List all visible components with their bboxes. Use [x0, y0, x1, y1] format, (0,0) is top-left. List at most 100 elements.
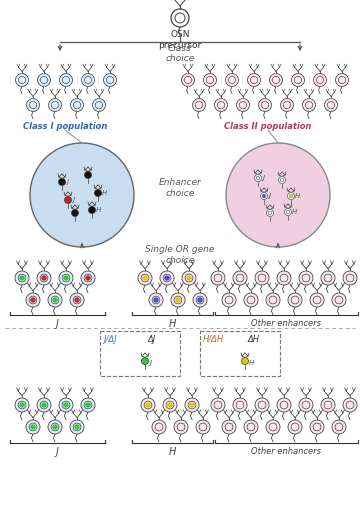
- Circle shape: [59, 271, 73, 285]
- Circle shape: [72, 210, 78, 216]
- Text: H: H: [292, 209, 297, 215]
- Circle shape: [49, 99, 62, 112]
- Text: J: J: [262, 175, 264, 181]
- Text: H: H: [168, 319, 176, 329]
- Circle shape: [332, 293, 346, 307]
- Text: Single OR gene
choice: Single OR gene choice: [145, 245, 215, 265]
- Circle shape: [63, 275, 69, 281]
- Circle shape: [104, 73, 117, 86]
- Circle shape: [279, 177, 285, 183]
- Circle shape: [242, 357, 248, 365]
- Circle shape: [26, 420, 40, 434]
- Circle shape: [310, 293, 324, 307]
- Circle shape: [85, 402, 91, 408]
- Circle shape: [248, 73, 261, 86]
- Text: J/ΔJ: J/ΔJ: [103, 335, 117, 344]
- Text: J: J: [55, 319, 58, 329]
- Circle shape: [152, 420, 166, 434]
- Text: Class I population: Class I population: [23, 122, 107, 131]
- Circle shape: [59, 73, 72, 86]
- Text: ΔJ: ΔJ: [148, 335, 156, 344]
- Circle shape: [310, 420, 324, 434]
- Circle shape: [19, 402, 25, 408]
- Circle shape: [277, 398, 291, 412]
- Circle shape: [280, 99, 293, 112]
- Circle shape: [81, 73, 94, 86]
- Text: H: H: [168, 447, 176, 457]
- Circle shape: [233, 398, 247, 412]
- Circle shape: [185, 398, 199, 412]
- Text: Class
choice: Class choice: [165, 44, 195, 63]
- Circle shape: [59, 398, 73, 412]
- Circle shape: [37, 73, 50, 86]
- Circle shape: [196, 420, 210, 434]
- Circle shape: [197, 297, 203, 303]
- Circle shape: [37, 271, 51, 285]
- Circle shape: [261, 192, 267, 200]
- Circle shape: [71, 99, 84, 112]
- Circle shape: [48, 293, 62, 307]
- Circle shape: [15, 73, 28, 86]
- Circle shape: [226, 143, 330, 247]
- Text: Enhancer
choice: Enhancer choice: [159, 178, 201, 198]
- Circle shape: [332, 420, 346, 434]
- Circle shape: [233, 271, 247, 285]
- Circle shape: [15, 271, 29, 285]
- Circle shape: [81, 271, 95, 285]
- Text: H: H: [102, 190, 107, 196]
- Circle shape: [85, 171, 91, 179]
- Circle shape: [149, 293, 163, 307]
- Circle shape: [222, 293, 236, 307]
- Circle shape: [225, 73, 238, 86]
- Circle shape: [174, 420, 188, 434]
- Circle shape: [222, 420, 236, 434]
- Circle shape: [255, 174, 261, 181]
- Circle shape: [19, 275, 25, 281]
- Circle shape: [74, 424, 80, 430]
- Bar: [100, 331, 180, 376]
- Circle shape: [237, 99, 249, 112]
- Circle shape: [74, 297, 80, 303]
- Circle shape: [181, 73, 194, 86]
- Text: J: J: [72, 197, 74, 203]
- Circle shape: [37, 398, 51, 412]
- Circle shape: [63, 402, 69, 408]
- Circle shape: [255, 398, 269, 412]
- Circle shape: [41, 402, 47, 408]
- Circle shape: [244, 293, 258, 307]
- Circle shape: [211, 398, 225, 412]
- Circle shape: [244, 420, 258, 434]
- Circle shape: [211, 271, 225, 285]
- Circle shape: [153, 297, 159, 303]
- Circle shape: [289, 194, 293, 198]
- Circle shape: [299, 271, 313, 285]
- Text: J: J: [66, 179, 68, 185]
- Circle shape: [193, 99, 206, 112]
- Circle shape: [41, 275, 47, 281]
- Circle shape: [163, 398, 177, 412]
- Circle shape: [277, 271, 291, 285]
- Circle shape: [30, 424, 36, 430]
- Circle shape: [321, 398, 335, 412]
- Circle shape: [182, 271, 196, 285]
- Circle shape: [30, 143, 134, 247]
- Text: Class II population: Class II population: [224, 122, 312, 131]
- Circle shape: [258, 99, 271, 112]
- Circle shape: [15, 398, 29, 412]
- Circle shape: [302, 99, 315, 112]
- Circle shape: [81, 398, 95, 412]
- Circle shape: [288, 420, 302, 434]
- Circle shape: [288, 293, 302, 307]
- Circle shape: [160, 271, 174, 285]
- Circle shape: [70, 420, 84, 434]
- Circle shape: [145, 402, 151, 408]
- Circle shape: [266, 420, 280, 434]
- Circle shape: [93, 99, 105, 112]
- Circle shape: [26, 293, 40, 307]
- Circle shape: [336, 73, 348, 86]
- Circle shape: [64, 196, 72, 203]
- Circle shape: [266, 293, 280, 307]
- Text: H/ΔH: H/ΔH: [203, 335, 224, 344]
- Circle shape: [215, 99, 228, 112]
- Circle shape: [85, 275, 91, 281]
